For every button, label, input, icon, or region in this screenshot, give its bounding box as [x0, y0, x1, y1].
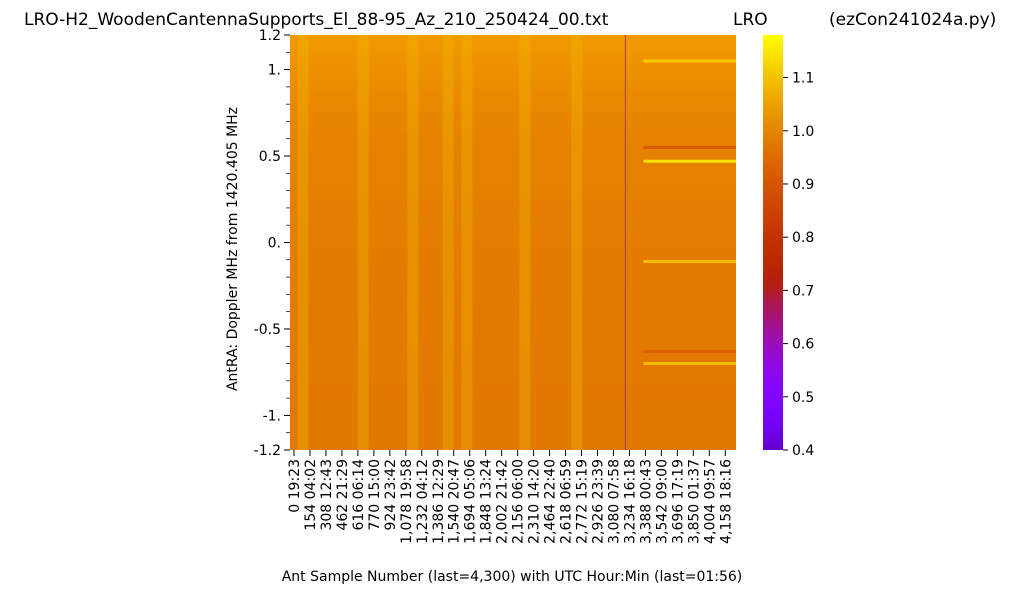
- x-tick-label: 1,540 20:47: [447, 459, 463, 544]
- heatmap-top-glow: [290, 35, 736, 450]
- x-tick-label: 462 21:29: [335, 459, 351, 531]
- x-tick-label: 3,234 16:18: [622, 459, 638, 544]
- colorbar: [763, 35, 783, 450]
- x-tick-label: 1,078 19:58: [399, 459, 415, 544]
- heatmap-plot-area: [290, 35, 736, 450]
- x-tick-label: 3,080 07:58: [606, 459, 622, 544]
- x-tick-label: 2,618 06:59: [559, 459, 575, 544]
- x-tick-label: 0 19:23: [287, 459, 303, 513]
- heatmap-horizontal-feature: [643, 362, 736, 366]
- heatmap-horizontal-feature: [643, 145, 736, 149]
- x-tick-label: 924 23:42: [383, 459, 399, 531]
- heatmap-horizontal-feature: [643, 349, 736, 353]
- colorbar-tick-label: 0.7: [792, 283, 814, 299]
- colorbar-tick-label: 0.6: [792, 337, 814, 353]
- heatmap-bright-column: [297, 35, 309, 450]
- x-tick-label: 1,232 04:12: [415, 459, 431, 544]
- x-tick-label: 2,464 22:40: [543, 459, 559, 544]
- heatmap-bright-column: [407, 35, 419, 450]
- x-tick-label: 2,926 23:39: [590, 459, 606, 544]
- colorbar-tick-label: 0.5: [792, 390, 814, 406]
- y-axis: 1.2 1. 0.5 0. -0.5 -1. -1.2: [254, 28, 290, 459]
- x-tick-label: 4,158 18:16: [718, 459, 734, 544]
- x-axis-label: Ant Sample Number (last=4,300) with UTC …: [282, 569, 743, 585]
- heatmap-bright-column: [357, 35, 369, 450]
- x-tick-label: 2,002 21:42: [495, 459, 511, 544]
- y-tick-label: 0.5: [259, 149, 281, 165]
- y-axis-label: AntRA: Doppler MHz from 1420.405 MHz: [225, 107, 241, 391]
- x-tick-label: 3,696 17:19: [670, 459, 686, 544]
- x-tick-label: 154 04:02: [303, 459, 319, 531]
- y-tick-label: -1.: [263, 408, 281, 424]
- x-tick-label: 3,542 09:00: [654, 459, 670, 544]
- heatmap-bright-column: [442, 35, 454, 450]
- y-tick-label: 1.2: [259, 28, 281, 44]
- colorbar-axis: 1.1 1.0 0.9 0.8 0.7 0.6 0.5 0.4: [783, 71, 814, 459]
- chart-title-right: (ezCon241024a.py): [829, 10, 996, 30]
- x-tick-label: 3,388 00:43: [638, 459, 654, 544]
- y-tick-label: -1.2: [254, 443, 281, 459]
- colorbar-tick-label: 0.8: [792, 230, 814, 246]
- heatmap-bright-column: [571, 35, 583, 450]
- chart-title-left: LRO-H2_WoodenCantennaSupports_El_88-95_A…: [24, 10, 609, 30]
- x-tick-label: 4,004 09:57: [702, 459, 718, 544]
- x-tick-label: 1,386 12:29: [431, 459, 447, 544]
- y-tick-label: 1.: [268, 63, 281, 79]
- y-tick-label: -0.5: [254, 322, 281, 338]
- heatmap-horizontal-feature: [643, 159, 736, 163]
- x-axis: 0 19:23 154 04:02 308 12:43 462 21:29 616 06…: [287, 450, 734, 544]
- colorbar-tick-label: 1.0: [792, 124, 814, 140]
- heatmap-bright-column: [519, 35, 531, 450]
- colorbar-tick-label: 1.1: [792, 71, 814, 87]
- heatmap-horizontal-feature: [643, 260, 736, 264]
- x-tick-label: 3,850 01:37: [686, 459, 702, 544]
- colorbar-tick-label: 0.9: [792, 177, 814, 193]
- heatmap-horizontal-feature: [643, 59, 736, 63]
- y-tick-label: 0.: [268, 236, 281, 252]
- chart-title-center: LRO: [733, 10, 768, 30]
- x-tick-label: 2,772 15:19: [575, 459, 591, 544]
- colorbar-tick-label: 0.4: [792, 443, 814, 459]
- x-tick-label: 1,848 13:24: [479, 459, 495, 544]
- x-tick-label: 770 15:00: [367, 459, 383, 531]
- x-tick-label: 308 12:43: [319, 459, 335, 531]
- x-tick-label: 1,694 05:06: [463, 459, 479, 544]
- x-tick-label: 2,156 06:00: [511, 459, 527, 544]
- heatmap-bright-column: [461, 35, 473, 450]
- x-tick-label: 2,310 14:20: [527, 459, 543, 544]
- x-tick-label: 616 06:14: [351, 459, 367, 531]
